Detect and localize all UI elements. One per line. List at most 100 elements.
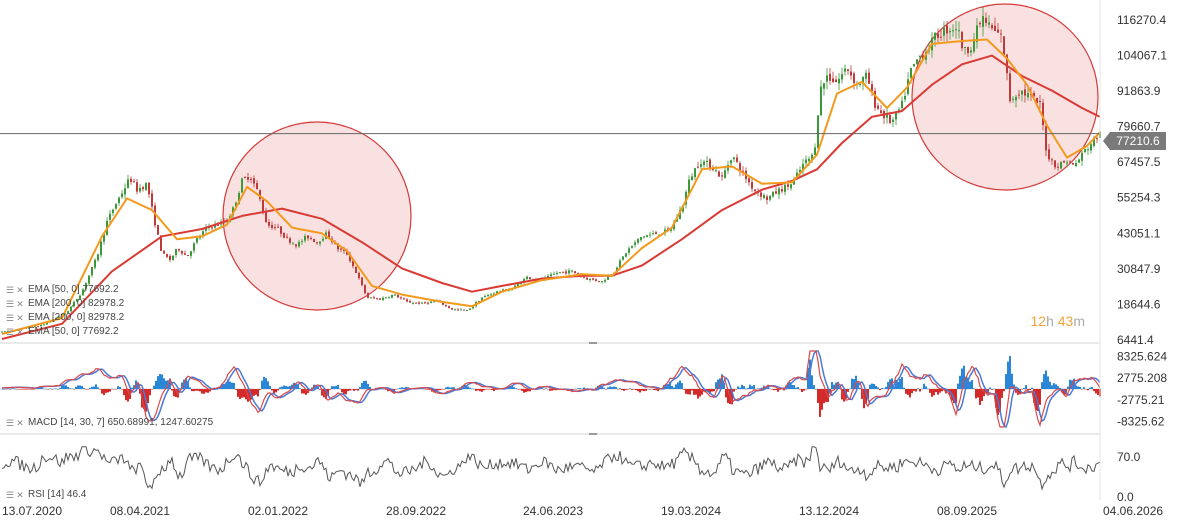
legend-ema50[interactable]: ☰ ✕ EMA [50, 0] 77692.2 xyxy=(6,283,119,296)
macd-hist-bar xyxy=(795,387,797,389)
macd-hist-bar xyxy=(731,389,733,405)
candle-body xyxy=(469,308,471,310)
macd-hist-bar xyxy=(115,389,117,390)
candle-body xyxy=(772,191,774,197)
candle-body xyxy=(706,160,708,162)
macd-hist-bar xyxy=(257,389,259,397)
macd-hist-bar xyxy=(471,388,473,390)
macd-hist-bar xyxy=(283,385,285,389)
candle-body xyxy=(205,226,207,231)
candle-body xyxy=(406,299,408,302)
macd-hist-bar xyxy=(621,389,623,391)
candle-body xyxy=(133,181,135,183)
candle-body xyxy=(526,276,528,280)
macd-hist-bar xyxy=(1093,389,1095,392)
macd-hist-bar xyxy=(675,384,677,389)
settings-icon[interactable]: ☰ xyxy=(6,326,15,337)
candle-body xyxy=(547,275,549,278)
macd-hist-bar xyxy=(101,389,103,394)
macd-hist-bar xyxy=(543,389,545,390)
macd-hist-bar xyxy=(493,389,495,392)
macd-hist-bar xyxy=(83,388,85,389)
candle-body xyxy=(949,31,951,33)
x-tick-label: 19.03.2024 xyxy=(661,504,721,518)
macd-hist-bar xyxy=(87,389,89,390)
legend-rsi[interactable]: ☰ ✕ RSI [14] 46.4 xyxy=(6,488,86,501)
price-panel[interactable] xyxy=(0,3,1101,340)
candle-body xyxy=(256,182,258,190)
settings-icon[interactable]: ☰ xyxy=(6,312,15,323)
close-icon[interactable]: ✕ xyxy=(16,489,24,500)
candle-body xyxy=(160,235,162,251)
macd-hist-bar xyxy=(1087,389,1089,391)
close-icon[interactable]: ✕ xyxy=(16,284,24,295)
candle-body xyxy=(604,280,606,282)
candle-body xyxy=(409,300,411,303)
macd-hist-bar xyxy=(403,387,405,389)
macd-hist-bar xyxy=(237,389,239,397)
legend-ema50-b[interactable]: ☰ ✕ EMA [50, 0] 77692.2 xyxy=(6,325,119,338)
panel-resize-handle[interactable] xyxy=(589,433,597,435)
candle-body xyxy=(298,242,300,247)
settings-icon[interactable]: ☰ xyxy=(6,284,15,295)
candle-body xyxy=(892,119,894,122)
macd-hist-bar xyxy=(189,387,191,389)
candle-body xyxy=(1012,98,1014,100)
macd-hist-bar xyxy=(869,384,871,389)
macd-hist-bar xyxy=(153,385,155,389)
macd-hist-bar xyxy=(1089,387,1091,389)
macd-hist-bar xyxy=(859,387,861,389)
candle-body xyxy=(769,195,771,200)
candle-body xyxy=(985,17,987,23)
candle-body xyxy=(556,272,558,274)
legend-ema200[interactable]: ☰ ✕ EMA [200, 0] 82978.2 xyxy=(6,297,124,310)
close-icon[interactable]: ✕ xyxy=(16,326,24,337)
candle-body xyxy=(1087,149,1089,151)
candle-body xyxy=(979,22,981,25)
macd-hist-bar xyxy=(91,386,93,389)
macd-hist-bar xyxy=(551,389,553,391)
settings-icon[interactable]: ☰ xyxy=(6,489,15,500)
macd-hist-bar xyxy=(647,388,649,390)
candle-body xyxy=(40,324,42,327)
macd-hist-bar xyxy=(355,389,357,390)
panel-resize-handle[interactable] xyxy=(589,342,597,344)
macd-hist-bar xyxy=(49,388,51,390)
macd-hist-bar xyxy=(455,388,457,390)
candle-body xyxy=(235,202,237,207)
macd-hist-bar xyxy=(811,375,813,389)
macd-hist-bar xyxy=(897,382,899,389)
settings-icon[interactable]: ☰ xyxy=(6,298,15,309)
close-icon[interactable]: ✕ xyxy=(16,298,24,309)
candle-body xyxy=(79,295,81,300)
macd-hist-bar xyxy=(441,389,443,390)
macd-hist-bar xyxy=(53,388,55,390)
macd-hist-bar xyxy=(723,382,725,389)
highlight-circle[interactable] xyxy=(222,121,412,311)
macd-hist-bar xyxy=(901,377,903,389)
close-icon[interactable]: ✕ xyxy=(16,417,24,428)
macd-hist-bar xyxy=(627,389,629,390)
macd-hist-bar xyxy=(207,389,209,393)
candle-body xyxy=(364,285,366,294)
macd-hist-bar xyxy=(315,384,317,389)
candle-body xyxy=(286,236,288,238)
candle-body xyxy=(901,100,903,109)
candle-body xyxy=(895,111,897,120)
rsi-panel[interactable] xyxy=(1,446,1101,491)
settings-icon[interactable]: ☰ xyxy=(6,417,15,428)
close-icon[interactable]: ✕ xyxy=(16,312,24,323)
macd-hist-bar xyxy=(353,389,355,391)
macd-hist-bar xyxy=(1007,361,1009,389)
legend-ema200-b[interactable]: ☰ ✕ EMA [200, 0] 82978.2 xyxy=(6,311,124,324)
macd-hist-bar xyxy=(97,387,99,389)
candle-body xyxy=(1051,159,1053,161)
macd-panel[interactable] xyxy=(0,350,1101,429)
macd-hist-bar xyxy=(753,385,755,389)
legend-macd[interactable]: ☰ ✕ MACD [14, 30, 7] 650.68991, 1247.6027… xyxy=(6,416,213,429)
candle-body xyxy=(151,193,153,207)
highlight-circle[interactable] xyxy=(911,3,1099,191)
macd-hist-bar xyxy=(175,389,177,397)
macd-hist-bar xyxy=(519,389,521,390)
